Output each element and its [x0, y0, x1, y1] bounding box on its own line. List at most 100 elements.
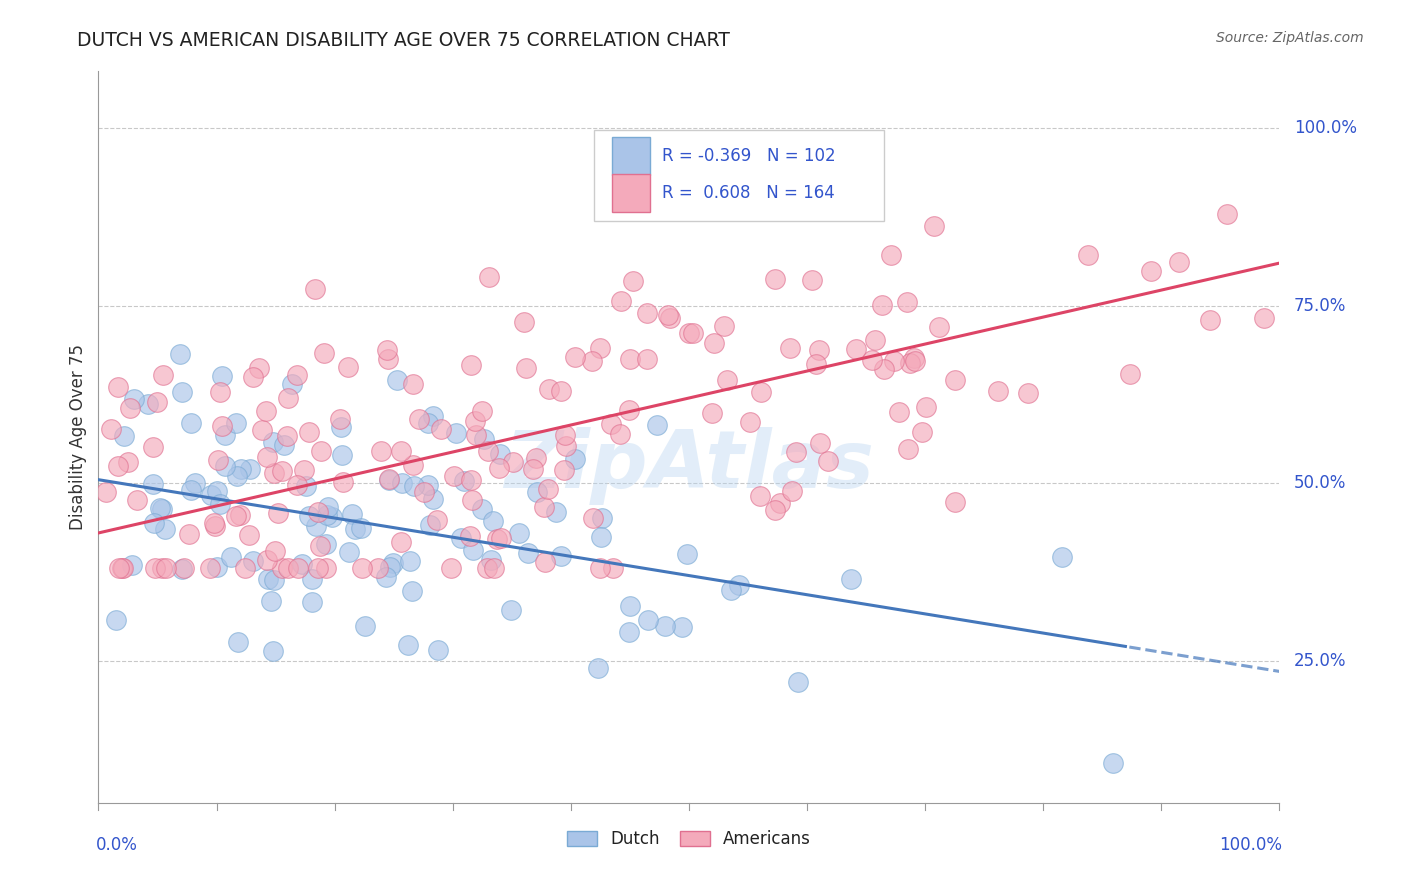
Point: [546, 505, 568, 519]
Point: [426, 513, 449, 527]
Text: 50.0%: 50.0%: [1294, 475, 1346, 492]
Point: [374, 570, 396, 584]
Point: [515, 360, 537, 375]
Point: [645, 418, 668, 433]
Text: 100.0%: 100.0%: [1219, 836, 1282, 854]
Point: [173, 561, 195, 575]
Point: [229, 508, 252, 523]
Point: [887, 404, 910, 418]
FancyBboxPatch shape: [595, 130, 884, 221]
Point: [482, 514, 505, 528]
Point: [636, 306, 658, 320]
Point: [928, 319, 950, 334]
Point: [808, 435, 831, 450]
Text: 100.0%: 100.0%: [1294, 120, 1357, 137]
Point: [860, 353, 883, 368]
Point: [108, 561, 131, 575]
Point: [1168, 254, 1191, 268]
Point: [107, 459, 129, 474]
Point: [117, 455, 139, 469]
Point: [554, 427, 576, 442]
Point: [207, 453, 229, 467]
Point: [305, 518, 328, 533]
Point: [488, 460, 510, 475]
Point: [461, 493, 484, 508]
Point: [204, 516, 226, 531]
Point: [280, 377, 302, 392]
Point: [142, 476, 165, 491]
Point: [150, 502, 173, 516]
Point: [321, 509, 343, 524]
Point: [290, 558, 312, 572]
Point: [806, 357, 828, 371]
Point: [214, 459, 236, 474]
Point: [873, 362, 896, 376]
Point: [170, 562, 193, 576]
Point: [478, 270, 501, 285]
Point: [375, 343, 398, 357]
Point: [350, 561, 373, 575]
Point: [1199, 312, 1222, 326]
Point: [727, 578, 749, 592]
Point: [398, 553, 420, 567]
Point: [301, 573, 323, 587]
Point: [617, 403, 640, 417]
Point: [277, 391, 299, 405]
Point: [332, 448, 354, 462]
Point: [152, 368, 174, 383]
Point: [260, 594, 283, 608]
Text: R = -0.369   N = 102: R = -0.369 N = 102: [662, 147, 835, 165]
Point: [142, 440, 165, 454]
Point: [143, 561, 166, 575]
Point: [477, 561, 499, 575]
Point: [589, 561, 612, 575]
Point: [389, 535, 412, 549]
Point: [460, 473, 482, 487]
Point: [682, 326, 704, 341]
Point: [233, 561, 256, 575]
Point: [298, 509, 321, 524]
Point: [610, 293, 633, 308]
Point: [880, 248, 903, 262]
Point: [121, 558, 143, 572]
Point: [287, 368, 309, 382]
Point: [479, 553, 502, 567]
Point: [671, 619, 693, 633]
FancyBboxPatch shape: [612, 174, 650, 211]
Point: [450, 531, 472, 545]
Point: [136, 397, 159, 411]
Point: [582, 511, 605, 525]
Point: [749, 489, 772, 503]
Point: [464, 427, 486, 442]
Point: [225, 508, 247, 523]
Point: [315, 561, 337, 575]
Point: [589, 341, 612, 355]
Point: [112, 429, 135, 443]
Point: [903, 351, 925, 366]
Point: [247, 361, 270, 376]
Point: [1119, 367, 1142, 381]
Point: [768, 496, 790, 510]
Point: [239, 462, 262, 476]
Point: [276, 429, 298, 443]
Point: [883, 354, 905, 368]
Point: [817, 454, 839, 468]
Point: [703, 335, 725, 350]
Point: [460, 358, 482, 372]
Point: [408, 411, 430, 425]
Point: [517, 546, 540, 560]
Point: [264, 544, 287, 558]
Point: [238, 527, 260, 541]
Point: [486, 532, 509, 546]
Point: [285, 478, 308, 492]
Point: [263, 573, 285, 587]
Point: [676, 547, 699, 561]
Point: [678, 326, 700, 340]
Point: [257, 572, 280, 586]
Point: [153, 522, 176, 536]
Point: [211, 369, 233, 384]
Point: [782, 483, 804, 498]
Point: [700, 406, 723, 420]
Point: [401, 584, 423, 599]
Point: [787, 675, 810, 690]
